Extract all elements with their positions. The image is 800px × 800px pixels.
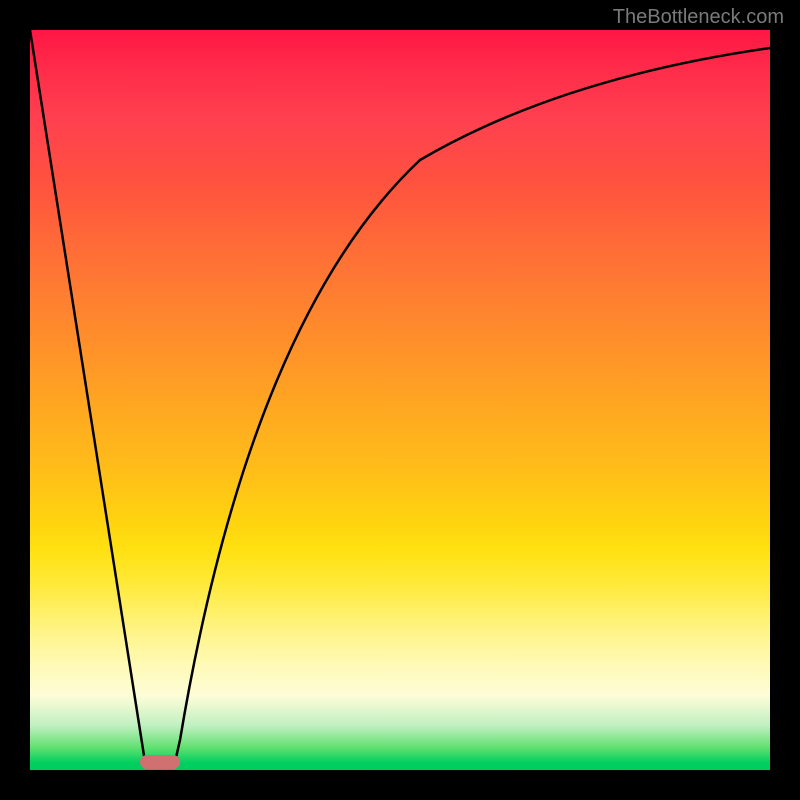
chart-container: { "attribution": { "text": "TheBottlenec…	[0, 0, 800, 800]
gradient-background	[30, 30, 770, 770]
optimal-point-marker	[140, 755, 180, 769]
attribution-text: TheBottleneck.com	[613, 6, 784, 29]
